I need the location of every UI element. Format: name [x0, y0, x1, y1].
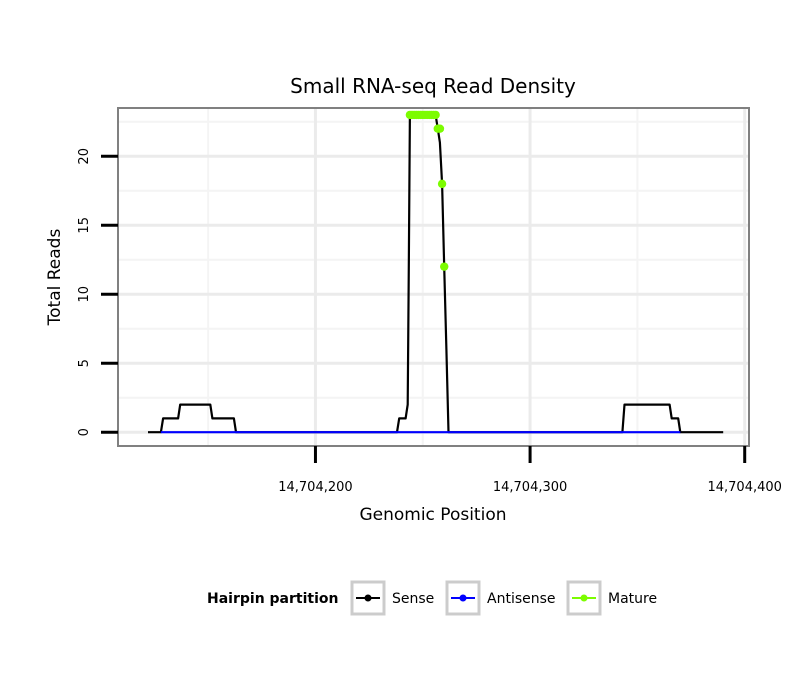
mature-point — [440, 262, 449, 271]
y-axis: 0 5 10 15 20 — [77, 148, 118, 436]
legend-label-antisense: Antisense — [487, 591, 556, 607]
series-layer — [148, 110, 724, 434]
x-tick-label: 14,704,300 — [493, 480, 567, 495]
legend-title: Hairpin partition — [207, 591, 338, 607]
mature-point — [435, 124, 445, 133]
x-tick-label: 14,704,200 — [278, 480, 352, 495]
plot-border — [117, 107, 750, 447]
legend-key-point — [459, 594, 467, 602]
legend: Hairpin partition Sense Antisense Mature — [207, 580, 657, 616]
mature-point — [431, 110, 440, 120]
mature-point — [437, 179, 447, 189]
x-axis-title: Genomic Position — [359, 505, 506, 525]
legend-key-point — [364, 594, 372, 602]
legend-entries: Sense Antisense Mature — [350, 580, 657, 616]
y-tick-label: 10 — [77, 286, 92, 303]
y-tick-label: 0 — [77, 428, 92, 436]
plot-background — [118, 108, 749, 446]
x-tick-label: 14,704,400 — [707, 480, 781, 495]
legend-key-point — [580, 594, 588, 602]
y-tick-label: 5 — [77, 359, 92, 367]
x-axis: 14,704,200 14,704,300 14,704,400 — [278, 446, 782, 495]
legend-label-mature: Mature — [608, 591, 657, 607]
legend-label-sense: Sense — [392, 591, 434, 607]
y-axis-title: Total Reads — [45, 229, 65, 327]
y-tick-label: 20 — [77, 148, 92, 165]
y-tick-label: 15 — [77, 217, 92, 234]
chart-title: Small RNA-seq Read Density — [290, 74, 576, 98]
